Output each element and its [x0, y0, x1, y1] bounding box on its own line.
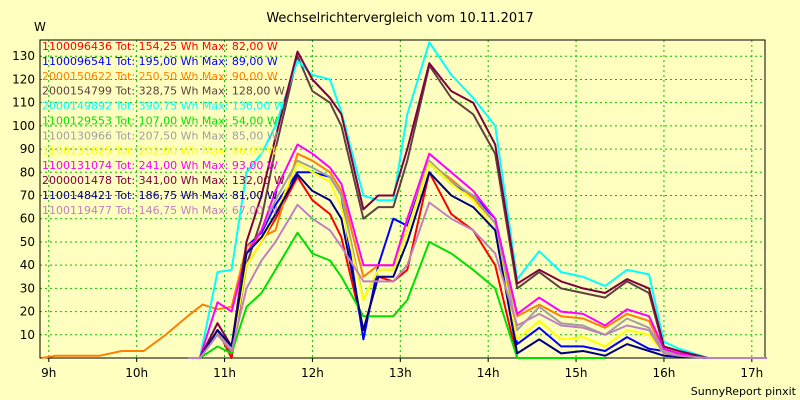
legend-entry-6: 1100129553 Tot: 107,00 Wh Max: 54,00 W: [42, 115, 278, 128]
chart-title: Wechselrichtervergleich vom 10.11.2017: [266, 11, 533, 26]
y-tick-label: 60: [20, 212, 35, 226]
series-line-12: [187, 201, 767, 359]
y-tick-label: 130: [12, 49, 35, 63]
legend-entry-8: 1100131025 Tot: 202,00 Wh Max: 86,00 W: [42, 144, 278, 157]
series-line-5: [187, 41, 767, 359]
x-tick-label: 13h: [389, 366, 412, 380]
y-tick-label: 40: [20, 258, 35, 272]
series-line-11: [187, 171, 767, 359]
footer-credit: SunnyReport pinxit: [691, 385, 797, 398]
y-tick-label: 50: [20, 235, 35, 249]
series-line-4: [187, 55, 767, 359]
legend-entry-9: 1100131074 Tot: 241,00 Wh Max: 93,00 W: [42, 159, 278, 172]
x-tick-label: 15h: [565, 366, 588, 380]
legend-entry-11: 1100148421 Tot: 186,75 Wh Max: 81,00 W: [42, 189, 278, 202]
legend-entry-5: 2000149892 Tot: 390,75 Wh Max: 136,00 W: [42, 100, 285, 113]
legend-entry-4: 2000154799 Tot: 328,75 Wh Max: 128,00 W: [42, 85, 285, 98]
legend-entry-7: 1100130966 Tot: 207,50 Wh Max: 85,00 W: [42, 129, 278, 142]
y-tick-label: 120: [12, 72, 35, 86]
grid: [40, 40, 765, 358]
x-tick-label: 11h: [213, 366, 236, 380]
y-tick-label: 90: [20, 142, 35, 156]
x-tick-label: 9h: [41, 366, 56, 380]
legend: 1100096436 Tot: 154,25 Wh Max: 82,00 W 11…: [42, 40, 285, 217]
plot-frame: [39, 39, 766, 359]
series-line-3: [41, 152, 767, 359]
y-tick-label: 100: [12, 119, 35, 133]
series-line-9: [187, 143, 767, 359]
x-tick-label: 10h: [125, 366, 148, 380]
legend-entry-10: 2000001478 Tot: 341,00 Wh Max: 132,00 W: [42, 174, 285, 187]
y-tick-label: 80: [20, 165, 35, 179]
series-lines: [41, 41, 767, 359]
series-line-6: [187, 231, 606, 359]
x-tick-label: 12h: [301, 366, 324, 380]
x-tick-label: 16h: [653, 366, 676, 380]
y-tick-label: 10: [20, 328, 35, 342]
series-line-8: [187, 162, 767, 359]
y-tick-label: 70: [20, 189, 35, 203]
series-line-10: [187, 50, 767, 359]
legend-entry-3: 2000150622 Tot: 250,50 Wh Max: 90,00 W: [42, 70, 278, 83]
y-tick-label: 30: [20, 281, 35, 295]
legend-entry-1: 1100096436 Tot: 154,25 Wh Max: 82,00 W: [42, 40, 278, 53]
axes: 10 20 30 40 50 60 70 80 90 100 110 120 130 9h 10h 11h 12…: [12, 39, 766, 380]
x-tick-label: 14h: [477, 366, 500, 380]
y-tick-label: 110: [12, 96, 35, 110]
x-tick-label: 17h: [740, 366, 763, 380]
y-axis-unit-label: W: [34, 20, 46, 34]
y-tick-label: 20: [20, 305, 35, 319]
legend-entry-2: 1100096541 Tot: 195,00 Wh Max: 89,00 W: [42, 55, 278, 68]
legend-entry-12: 1100119477 Tot: 146,75 Wh Max: 67,00 W: [42, 204, 278, 217]
